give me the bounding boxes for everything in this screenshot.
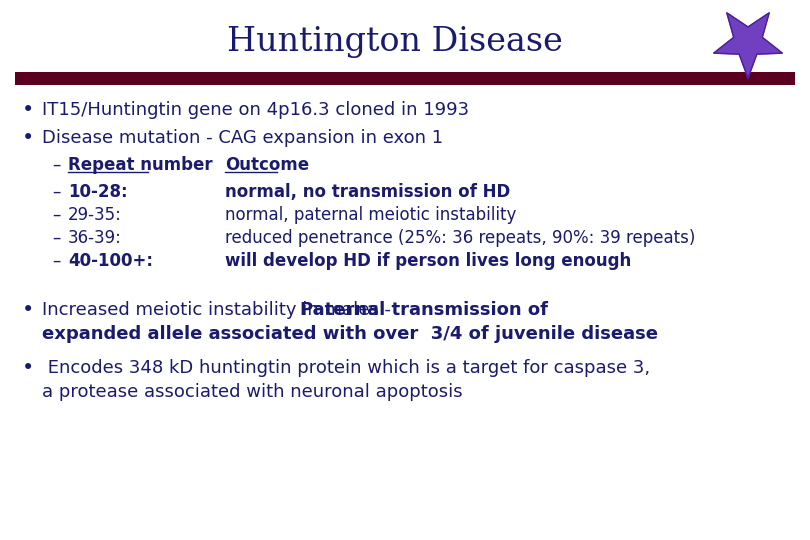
Text: •: • xyxy=(22,300,34,320)
Text: normal, no transmission of HD: normal, no transmission of HD xyxy=(225,183,510,201)
Bar xyxy=(15,72,795,85)
Text: Paternal transmission of: Paternal transmission of xyxy=(301,301,548,319)
Text: –: – xyxy=(52,252,61,270)
Text: •: • xyxy=(22,128,34,148)
Text: –: – xyxy=(52,206,61,224)
Text: 36-39:: 36-39: xyxy=(68,229,122,247)
Text: –: – xyxy=(52,229,61,247)
Text: a protease associated with neuronal apoptosis: a protease associated with neuronal apop… xyxy=(42,383,463,401)
Text: normal, paternal meiotic instability: normal, paternal meiotic instability xyxy=(225,206,517,224)
Text: 40-100+:: 40-100+: xyxy=(68,252,153,270)
Text: will develop HD if person lives long enough: will develop HD if person lives long eno… xyxy=(225,252,631,270)
Text: •: • xyxy=(22,358,34,378)
Text: •: • xyxy=(22,100,34,120)
Text: Outcome: Outcome xyxy=(225,156,309,174)
Text: Huntington Disease: Huntington Disease xyxy=(227,26,563,58)
Text: –: – xyxy=(52,183,61,201)
Text: Encodes 348 kD huntingtin protein which is a target for caspase 3,: Encodes 348 kD huntingtin protein which … xyxy=(42,359,650,377)
Text: Increased meiotic instability in males -: Increased meiotic instability in males - xyxy=(42,301,397,319)
Text: 29-35:: 29-35: xyxy=(68,206,122,224)
Text: 10-28:: 10-28: xyxy=(68,183,128,201)
Text: reduced penetrance (25%: 36 repeats, 90%: 39 repeats): reduced penetrance (25%: 36 repeats, 90%… xyxy=(225,229,695,247)
Text: expanded allele associated with over  3/4 of juvenile disease: expanded allele associated with over 3/4… xyxy=(42,325,658,343)
Text: Disease mutation - CAG expansion in exon 1: Disease mutation - CAG expansion in exon… xyxy=(42,129,443,147)
Text: Repeat number: Repeat number xyxy=(68,156,212,174)
Polygon shape xyxy=(714,13,782,78)
Text: –: – xyxy=(52,156,61,174)
Text: IT15/Huntingtin gene on 4p16.3 cloned in 1993: IT15/Huntingtin gene on 4p16.3 cloned in… xyxy=(42,101,469,119)
